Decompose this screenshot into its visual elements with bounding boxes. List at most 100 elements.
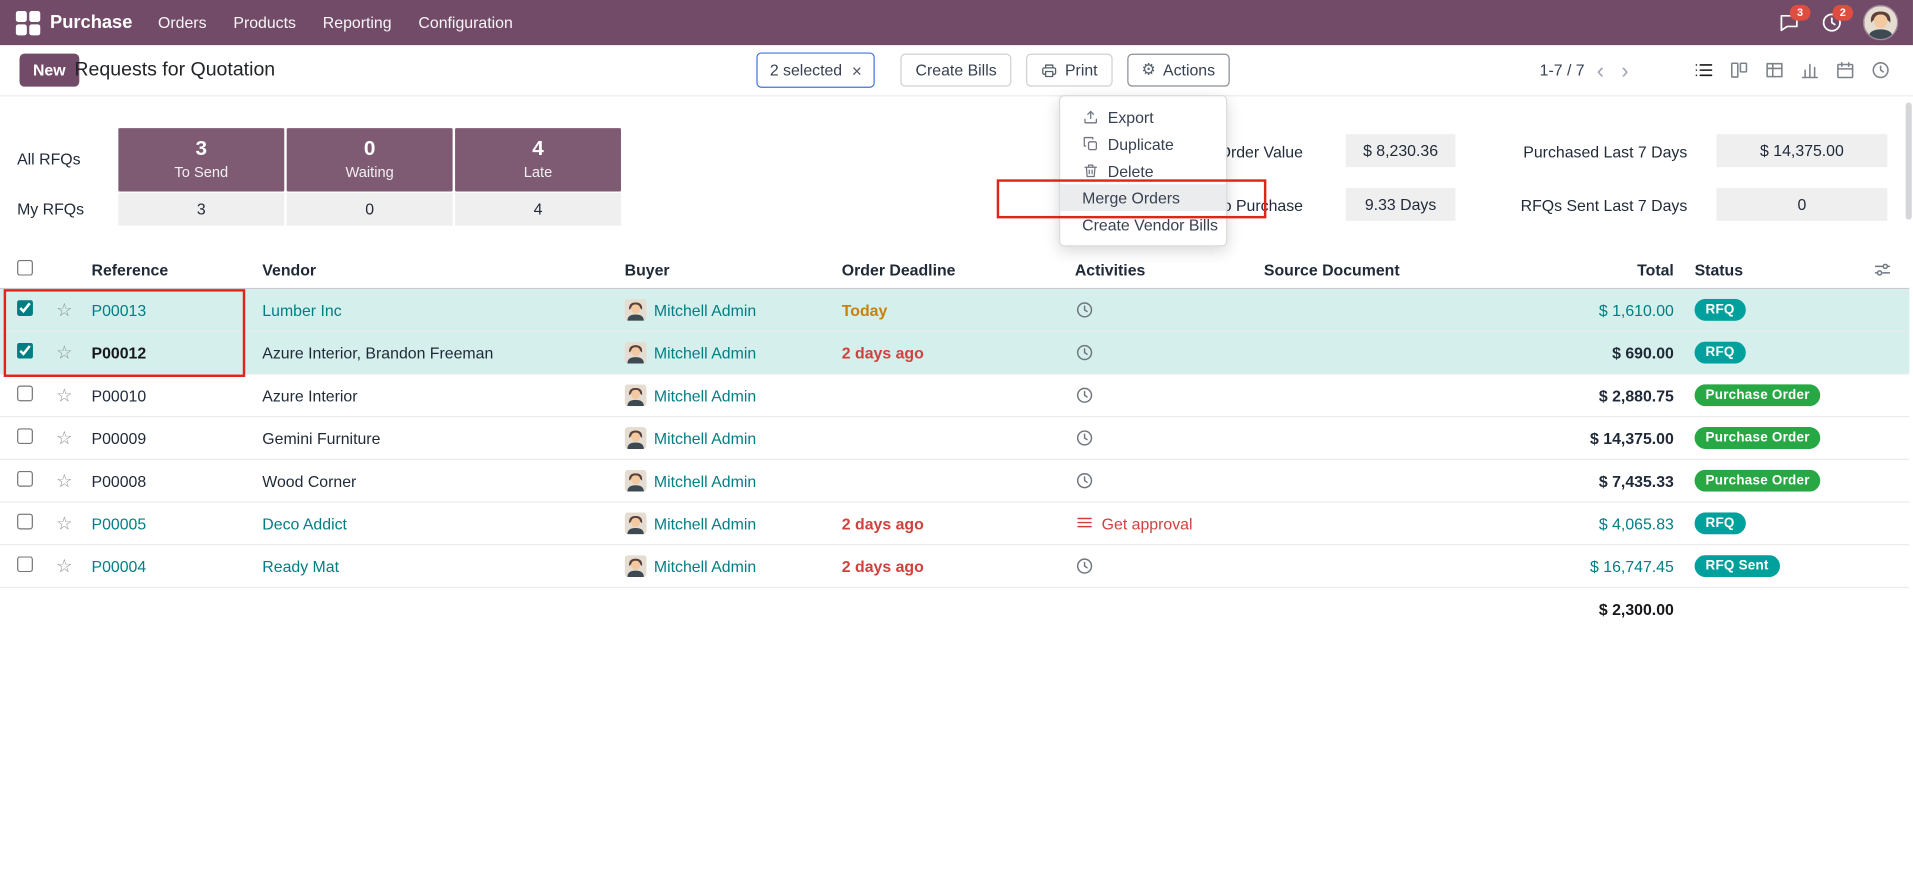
view-switcher	[1686, 54, 1898, 87]
menu-item-export[interactable]: Export	[1060, 104, 1226, 131]
activity-clock-icon[interactable]	[1075, 300, 1095, 320]
header-status[interactable]: Status	[1694, 260, 1744, 279]
row-checkbox[interactable]	[17, 470, 33, 487]
menu-item-create-vendor-bills[interactable]: Create Vendor Bills	[1060, 211, 1226, 238]
pager-previous-icon[interactable]: ‹	[1596, 57, 1605, 83]
activity-clock-icon[interactable]	[1075, 386, 1095, 406]
header-buyer[interactable]: Buyer	[624, 260, 670, 279]
header-vendor[interactable]: Vendor	[262, 260, 317, 279]
activity-clock-icon[interactable]	[1075, 343, 1095, 363]
header-source-document[interactable]: Source Document	[1263, 260, 1400, 279]
row-checkbox[interactable]	[17, 342, 33, 359]
row-checkbox[interactable]	[17, 300, 33, 316]
table-row[interactable]: ☆ P00009 Gemini Furniture Mitchell Admin…	[0, 417, 1910, 460]
row-checkbox[interactable]	[17, 513, 33, 530]
table-row[interactable]: ☆ P00004 Ready Mat Mitchell Admin 2 days…	[0, 545, 1910, 589]
clear-selection-icon[interactable]: ×	[851, 60, 862, 80]
header-order-deadline[interactable]: Order Deadline	[841, 260, 956, 279]
buyer-cell: Mitchell Admin	[625, 384, 842, 406]
menu-configuration[interactable]: Configuration	[418, 13, 513, 32]
activity-cell	[1075, 343, 1264, 363]
pivot-view-icon[interactable]	[1757, 54, 1792, 87]
create-bills-label: Create Bills	[915, 61, 997, 80]
activities-icon[interactable]: 2	[1820, 4, 1854, 34]
menu-orders[interactable]: Orders	[158, 13, 207, 32]
actions-button[interactable]: ⚙ Actions	[1126, 53, 1230, 87]
vendor-cell: Lumber Inc	[262, 300, 342, 320]
kpi-waiting[interactable]: 0 Waiting	[286, 128, 453, 192]
scrollbar[interactable]	[1905, 102, 1912, 220]
favorite-star-icon[interactable]: ☆	[56, 427, 73, 449]
my-rfqs-waiting[interactable]: 0	[286, 192, 453, 226]
reference-cell[interactable]: P00005	[91, 514, 147, 533]
table-row[interactable]: ☆ P00010 Azure Interior Mitchell Admin $…	[0, 374, 1910, 418]
pager-next-icon[interactable]: ›	[1621, 57, 1629, 83]
status-badge: RFQ	[1694, 298, 1746, 321]
reference-cell[interactable]: P00008	[91, 471, 147, 490]
purchased-last-7-days-label: Purchased Last 7 Days	[1523, 142, 1688, 162]
deadline-cell: 2 days ago	[841, 556, 924, 576]
reference-cell[interactable]: P00012	[91, 343, 147, 362]
favorite-star-icon[interactable]: ☆	[56, 469, 73, 492]
kpi-to-send[interactable]: 3 To Send	[118, 128, 285, 192]
new-button[interactable]: New	[19, 53, 79, 87]
row-checkbox[interactable]	[17, 556, 33, 573]
user-avatar[interactable]	[1862, 4, 1899, 41]
favorite-star-icon[interactable]: ☆	[56, 341, 73, 364]
rfqs-sent-last-7-days-amount: 0	[1716, 187, 1888, 221]
menu-item-duplicate[interactable]: Duplicate	[1060, 131, 1226, 158]
reference-cell[interactable]: P00013	[91, 300, 147, 320]
activity-cell	[1075, 428, 1264, 448]
header-total[interactable]: Total	[1637, 260, 1674, 279]
favorite-star-icon[interactable]: ☆	[56, 512, 73, 535]
my-rfqs-to-send[interactable]: 3	[118, 192, 285, 226]
total-cell: $ 2,880.75	[1598, 386, 1674, 405]
activity-cell: Get approval	[1075, 514, 1264, 534]
table-row[interactable]: ☆ P00005 Deco Addict Mitchell Admin 2 da…	[0, 502, 1910, 546]
create-bills-button[interactable]: Create Bills	[900, 53, 1012, 87]
menu-products[interactable]: Products	[233, 13, 296, 32]
activity-view-icon[interactable]	[1863, 54, 1898, 87]
footer-total: $ 2,300.00	[1598, 599, 1674, 618]
activity-clock-icon[interactable]	[1075, 556, 1095, 576]
buyer-cell: Mitchell Admin	[625, 555, 842, 577]
app-name[interactable]: Purchase	[50, 12, 133, 33]
apps-menu-icon[interactable]	[15, 10, 41, 36]
list-view-icon[interactable]	[1686, 54, 1721, 87]
vendor-cell: Ready Mat	[262, 556, 340, 576]
favorite-star-icon[interactable]: ☆	[56, 298, 73, 321]
my-rfqs-late[interactable]: 4	[455, 192, 621, 226]
kpi-late[interactable]: 4 Late	[455, 128, 621, 192]
favorite-star-icon[interactable]: ☆	[56, 384, 73, 407]
graph-view-icon[interactable]	[1792, 54, 1827, 87]
favorite-star-icon[interactable]: ☆	[56, 555, 73, 578]
total-cell: $ 4,065.83	[1598, 514, 1674, 533]
menu-item-merge-orders[interactable]: Merge Orders	[1060, 184, 1227, 212]
reference-cell[interactable]: P00004	[91, 556, 147, 576]
activity-clock-icon[interactable]	[1075, 471, 1095, 491]
header-reference[interactable]: Reference	[91, 260, 169, 279]
row-checkbox[interactable]	[17, 385, 33, 402]
status-badge: RFQ Sent	[1694, 555, 1780, 578]
row-checkbox[interactable]	[17, 428, 33, 445]
print-button[interactable]: Print	[1025, 53, 1113, 87]
table-row[interactable]: ☆ P00012 Azure Interior, Brandon Freeman…	[0, 331, 1910, 375]
menu-reporting[interactable]: Reporting	[322, 13, 392, 32]
optional-columns-icon[interactable]	[1854, 260, 1909, 280]
table-row[interactable]: ☆ P00008 Wood Corner Mitchell Admin $ 7,…	[0, 459, 1910, 503]
messages-icon[interactable]: 3	[1778, 4, 1811, 34]
select-all-checkbox[interactable]	[17, 259, 33, 276]
header-activities[interactable]: Activities	[1074, 260, 1146, 279]
table-row[interactable]: ☆ P00013 Lumber Inc Mitchell Admin Today…	[0, 289, 1910, 332]
total-cell: $ 16,747.45	[1590, 556, 1674, 576]
calendar-view-icon[interactable]	[1828, 54, 1863, 87]
menu-item-delete[interactable]: Delete	[1060, 157, 1226, 184]
activity-label[interactable]: Get approval	[1101, 514, 1193, 533]
activity-clock-icon[interactable]	[1075, 428, 1095, 448]
kanban-view-icon[interactable]	[1721, 54, 1756, 87]
reference-cell[interactable]: P00009	[91, 428, 147, 448]
reference-cell[interactable]: P00010	[91, 386, 147, 405]
activity-cell	[1075, 386, 1264, 406]
activity-list-icon[interactable]	[1075, 514, 1095, 534]
